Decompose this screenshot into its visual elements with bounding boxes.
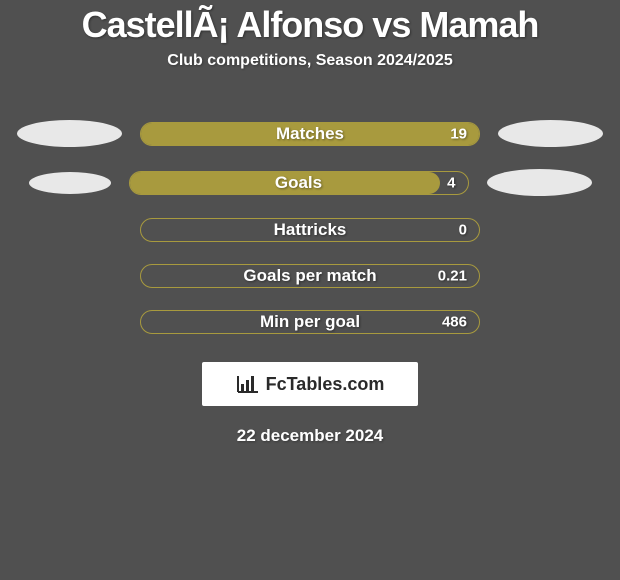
stat-value: 19 xyxy=(450,125,467,142)
stats-infographic: CastellÃ¡ Alfonso vs Mamah Club competit… xyxy=(0,0,620,580)
stat-row: Matches 19 xyxy=(0,120,620,147)
stat-value: 0 xyxy=(459,222,467,239)
stat-label: Goals xyxy=(275,173,322,193)
stat-bar-matches: Matches 19 xyxy=(140,122,480,146)
stat-row: Hattricks 0 xyxy=(0,218,620,242)
stat-bar-goals-per-match: Goals per match 0.21 xyxy=(140,264,480,288)
stat-label: Matches xyxy=(276,124,344,144)
bar-chart-icon xyxy=(236,374,260,394)
stat-label: Min per goal xyxy=(260,312,360,332)
stat-bar-min-per-goal: Min per goal 486 xyxy=(140,310,480,334)
logo-text: FcTables.com xyxy=(266,374,385,395)
stat-label: Goals per match xyxy=(243,266,376,286)
ellipse-right-1 xyxy=(487,169,592,196)
date-text: 22 december 2024 xyxy=(237,426,384,446)
stat-value: 486 xyxy=(442,314,467,331)
stat-bar-hattricks: Hattricks 0 xyxy=(140,218,480,242)
stat-value: 4 xyxy=(447,174,455,191)
stats-block: Matches 19 Goals 4 Hattricks 0 xyxy=(0,120,620,334)
stat-label: Hattricks xyxy=(274,220,347,240)
stat-row: Goals per match 0.21 xyxy=(0,264,620,288)
fctables-logo: FcTables.com xyxy=(202,362,418,406)
subtitle: Club competitions, Season 2024/2025 xyxy=(167,52,452,70)
ellipse-right-0 xyxy=(498,120,603,147)
ellipse-left-0 xyxy=(17,120,122,147)
stat-value: 0.21 xyxy=(438,268,467,285)
stat-bar-goals: Goals 4 xyxy=(129,171,469,195)
ellipse-left-1 xyxy=(29,172,111,194)
page-title: CastellÃ¡ Alfonso vs Mamah xyxy=(82,4,539,46)
stat-row: Goals 4 xyxy=(0,169,620,196)
stat-row: Min per goal 486 xyxy=(0,310,620,334)
